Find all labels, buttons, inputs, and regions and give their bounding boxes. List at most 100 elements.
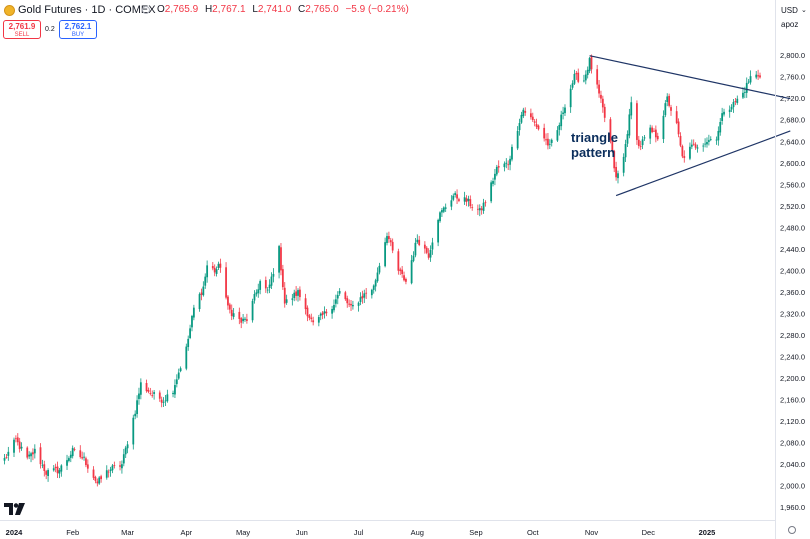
candle-body xyxy=(444,207,447,209)
price-axis[interactable] xyxy=(775,0,810,539)
gear-icon[interactable] xyxy=(788,526,796,534)
candle-body xyxy=(709,139,712,140)
candle-body xyxy=(16,437,19,443)
candle-body xyxy=(147,389,150,392)
candle-body xyxy=(304,298,307,310)
candle-body xyxy=(548,143,551,145)
sell-button[interactable]: 2,761.9 SELL xyxy=(3,20,41,39)
candle-body xyxy=(384,242,387,267)
candle-body xyxy=(520,114,523,123)
chevron-down-icon[interactable]: ⌄ xyxy=(801,7,807,14)
annotation-text: triangle xyxy=(571,130,618,145)
candle-body xyxy=(374,280,377,287)
candle-body xyxy=(227,296,229,306)
candle-body xyxy=(431,242,434,250)
candle-body xyxy=(47,470,49,477)
y-tick-label: 2,080.0 xyxy=(780,438,805,447)
candle-body xyxy=(172,392,174,395)
candle-body xyxy=(706,142,708,145)
candle-body xyxy=(529,113,532,118)
candle-body xyxy=(202,286,205,296)
candle-body xyxy=(755,74,758,78)
candle-body xyxy=(230,309,233,317)
candle-body xyxy=(255,292,258,295)
candle-body xyxy=(533,121,536,123)
open-label: O xyxy=(157,4,165,15)
candle-body xyxy=(352,304,354,307)
y-tick-label: 2,440.0 xyxy=(780,245,805,254)
y-tick-label: 2,320.0 xyxy=(780,309,805,318)
candle-body xyxy=(26,447,29,458)
candle-body xyxy=(441,210,443,213)
candle-body xyxy=(562,112,564,114)
candle-body xyxy=(121,464,123,469)
candle-body xyxy=(494,173,496,180)
candle-body xyxy=(675,111,678,123)
candle-body xyxy=(745,82,748,93)
candle-body xyxy=(338,290,341,294)
chart-header: Gold Futures · 1D · COMEX O2,765.9 H2,76… xyxy=(0,0,775,44)
candle-body xyxy=(531,116,534,121)
candle-body xyxy=(558,125,561,130)
candle-body xyxy=(403,275,405,281)
candle-body xyxy=(458,199,460,201)
candle-body xyxy=(522,109,525,117)
x-tick-label: Sep xyxy=(469,528,482,537)
candle-body xyxy=(643,137,646,139)
x-tick-label: Dec xyxy=(642,528,656,537)
currency-selector[interactable]: USD xyxy=(781,6,798,15)
candle-body xyxy=(185,346,188,369)
buy-button[interactable]: 2,762.1 BUY xyxy=(59,20,97,39)
candle-body xyxy=(45,471,48,475)
candle-body xyxy=(109,469,112,472)
candle-body xyxy=(18,441,21,450)
candle-body xyxy=(590,56,593,70)
candle-body xyxy=(427,253,430,258)
candle-body xyxy=(189,328,191,338)
tradingview-logo-icon[interactable] xyxy=(4,502,26,516)
candle-body xyxy=(416,239,419,243)
candle-body xyxy=(694,144,697,148)
sell-label: SELL xyxy=(14,32,30,38)
candle-body xyxy=(124,447,127,455)
candle-body xyxy=(702,145,705,147)
y-tick-label: 2,360.0 xyxy=(780,288,805,297)
candle-body xyxy=(412,255,415,261)
candle-body xyxy=(386,236,388,244)
candle-body xyxy=(219,263,222,268)
candle-body xyxy=(613,150,616,169)
candle-body xyxy=(425,247,428,253)
y-tick-label: 2,600.0 xyxy=(780,159,805,168)
candle-body xyxy=(113,465,116,466)
candle-body xyxy=(480,208,483,210)
y-tick-label: 2,680.0 xyxy=(780,116,805,125)
candle-body xyxy=(715,139,718,141)
candle-body xyxy=(280,247,282,271)
low-value: 2,741.0 xyxy=(257,4,292,15)
y-tick-label: 2,520.0 xyxy=(780,202,805,211)
candle-body xyxy=(68,458,70,461)
low-label: L xyxy=(252,4,258,15)
candle-body xyxy=(92,469,95,478)
candle-body xyxy=(707,140,710,142)
symbol-title[interactable]: Gold Futures · 1D · COMEX xyxy=(18,4,156,16)
candle-body xyxy=(54,466,57,469)
candle-body xyxy=(505,162,508,164)
close-label: C xyxy=(298,4,306,15)
candle-body xyxy=(465,198,468,203)
y-tick-label: 2,160.0 xyxy=(780,395,805,404)
candle-body xyxy=(86,464,89,469)
candle-body xyxy=(177,372,180,379)
candle-body xyxy=(636,103,638,140)
candle-body xyxy=(600,94,602,99)
candle-body xyxy=(575,73,578,75)
x-tick-label: May xyxy=(236,528,250,537)
x-tick-label: Nov xyxy=(585,528,599,537)
candle-body xyxy=(215,269,218,274)
candle-body xyxy=(132,417,135,445)
candle-body xyxy=(238,311,241,319)
candle-body xyxy=(39,447,42,465)
candle-body xyxy=(71,447,74,457)
scale-mode-button[interactable]: apoz xyxy=(781,20,799,29)
